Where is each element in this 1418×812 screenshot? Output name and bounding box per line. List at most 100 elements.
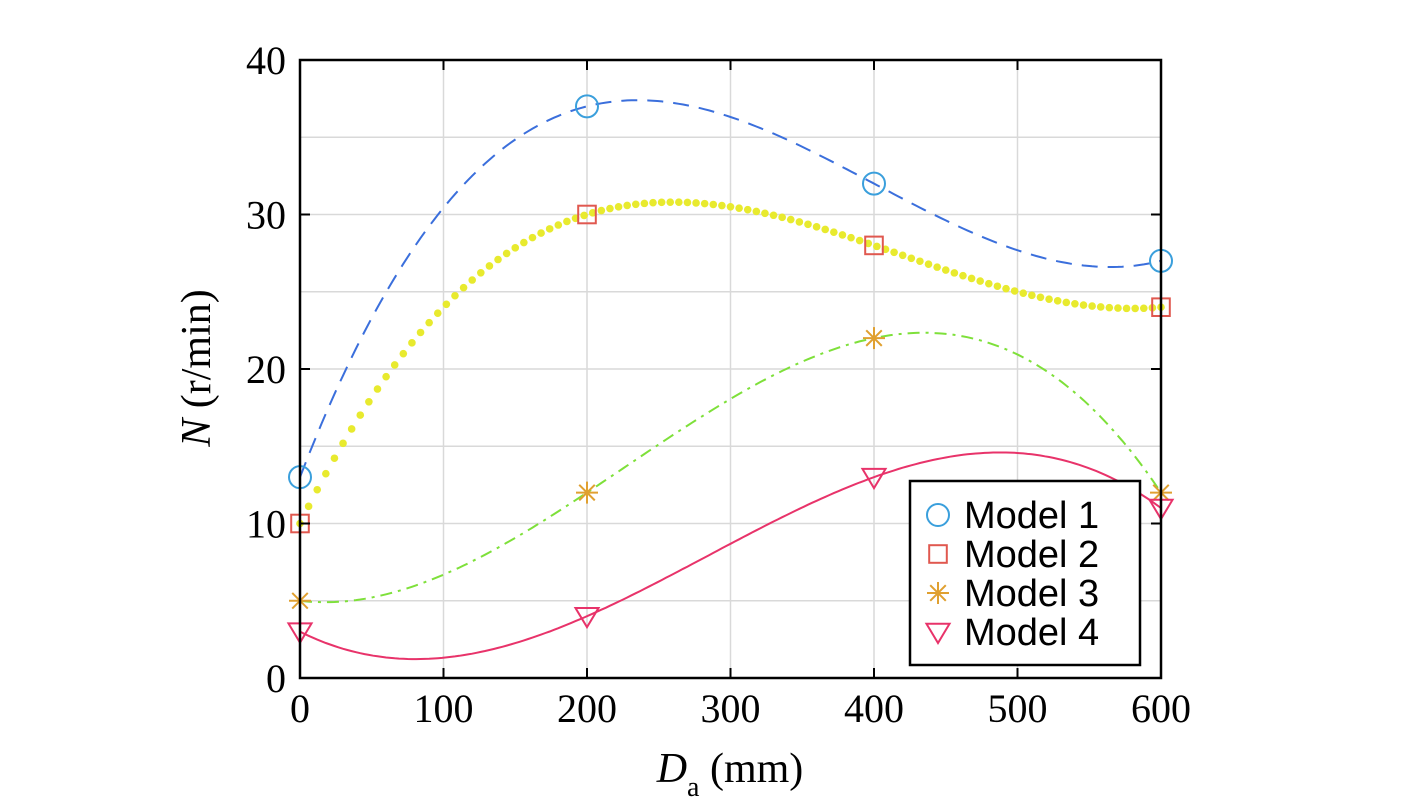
legend-marker (928, 544, 948, 564)
legend-label: Model 1 (964, 495, 1099, 537)
fit-dot (330, 454, 339, 463)
fit-dot (735, 204, 743, 212)
fit-dot (1036, 293, 1045, 302)
fit-dot (649, 198, 657, 207)
fit-dot (916, 257, 924, 266)
fit-dot (907, 254, 916, 263)
fit-dot (743, 205, 752, 214)
fit-dot (683, 198, 692, 207)
fit-dot (520, 238, 528, 247)
fit-dot (477, 268, 485, 277)
fit-dot (1019, 289, 1028, 298)
data-point-model-1 (575, 94, 599, 119)
data-point-model-2 (864, 235, 884, 256)
fit-dot (769, 211, 778, 220)
y-axis-label-symbol: N (174, 417, 220, 448)
fit-dot (554, 221, 563, 229)
legend-item: Model 4 (924, 612, 1099, 654)
fit-dot (416, 328, 425, 337)
fit-dot (1071, 300, 1079, 308)
x-tick-label: 500 (988, 686, 1048, 731)
data-point-model-3 (576, 481, 598, 504)
fit-dot (726, 202, 735, 211)
fit-dot (425, 318, 433, 327)
fit-dot (588, 209, 597, 217)
fit-dot (356, 411, 365, 419)
fit-curve-2 (296, 198, 1165, 528)
fit-dot (365, 398, 373, 406)
fit-dot (993, 282, 1002, 291)
fit-dot (1002, 284, 1010, 293)
fit-dot (778, 213, 786, 222)
x-tick-label: 400 (844, 686, 904, 731)
legend-label: Model 2 (964, 534, 1099, 576)
x-axis-label-unit: (mm) (710, 746, 803, 792)
fit-dot (623, 201, 631, 210)
fit-dot (631, 200, 640, 209)
fit-dot (873, 242, 881, 251)
fit-dot (830, 228, 838, 236)
fit-dot (1105, 303, 1114, 312)
y-tick-label: 10 (246, 502, 286, 547)
fit-dot (709, 200, 718, 209)
fit-dot (657, 198, 666, 207)
fit-dot (985, 279, 993, 288)
y-axis-label-unit: (r/min) (174, 289, 220, 408)
fit-dot (752, 207, 761, 216)
fit-dot (339, 439, 347, 448)
fit-dot (1053, 297, 1062, 305)
legend-marker (924, 622, 952, 645)
fit-dot (967, 274, 976, 283)
data-point-model-1 (862, 171, 886, 196)
fit-dot (1114, 304, 1122, 312)
legend-item: Model 1 (926, 495, 1099, 537)
fit-dot (537, 229, 545, 237)
y-axis-label: N (r/min) (174, 289, 220, 447)
x-tick-label: 600 (1131, 686, 1191, 731)
fit-dot (304, 502, 313, 511)
data-point-model-2 (577, 204, 597, 225)
fit-dot (898, 251, 907, 260)
fit-dot (666, 198, 675, 206)
fit-dot (976, 277, 984, 285)
fit-dot (390, 361, 399, 369)
fit-dot (864, 239, 873, 248)
x-axis-label-symbol: D (656, 746, 687, 792)
fit-dot (838, 231, 847, 239)
fit-dot (950, 269, 959, 277)
fit-dot (614, 203, 623, 211)
data-point-model-4 (573, 606, 601, 630)
fit-dot (1139, 304, 1148, 313)
fit-dot (494, 255, 502, 264)
fit-dot (959, 271, 967, 280)
fit-dot (545, 225, 554, 233)
fit-dot (373, 385, 382, 393)
fit-dot (692, 199, 700, 207)
x-tick-label: 200 (557, 686, 617, 731)
fit-dot (795, 218, 804, 226)
fit-dot (890, 248, 898, 257)
fit-dot (433, 309, 442, 318)
tick-marks (299, 59, 1162, 679)
y-tick-label: 40 (246, 38, 286, 83)
data-point-model-3 (863, 327, 885, 350)
fit-dot (399, 349, 408, 358)
x-axis-label: Da (mm) (656, 746, 804, 803)
fit-dot (511, 244, 520, 252)
fit-dot (786, 215, 795, 224)
fit-dot (933, 263, 941, 271)
legend-item: Model 2 (928, 534, 1099, 576)
x-tick-label: 300 (701, 686, 761, 731)
fit-dot (1045, 295, 1053, 303)
legend-marker (927, 582, 949, 604)
x-tick-label: 0 (290, 686, 310, 731)
fit-dot (580, 211, 588, 220)
x-tick-label: 100 (414, 686, 474, 731)
fit-dot (322, 469, 330, 478)
fit-dot (528, 233, 537, 242)
fit-dot (1010, 287, 1019, 295)
legend-label: Model 3 (964, 573, 1099, 615)
fit-dot (941, 266, 950, 274)
legend-label: Model 4 (964, 612, 1099, 654)
